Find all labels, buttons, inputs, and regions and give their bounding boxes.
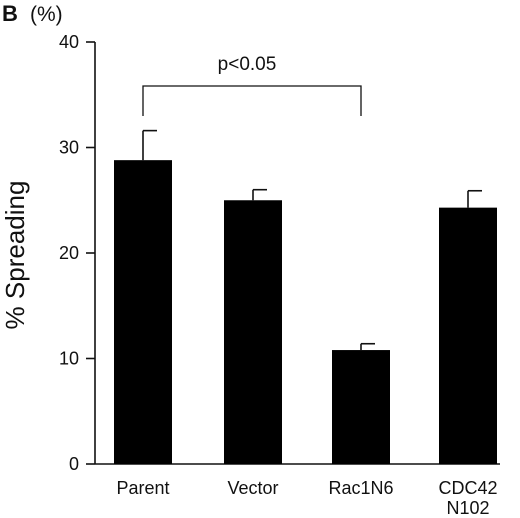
x-category-label-line2: N102 [446,498,489,518]
y-axis-title: % Spreading [0,181,30,330]
x-category-label: Parent [116,478,169,498]
y-tick-label: 10 [59,349,79,369]
y-unit-label: (%) [30,3,63,26]
bar [332,350,390,464]
panel-label: B [2,1,18,26]
y-tick-label: 40 [59,32,79,52]
y-tick-label: 30 [59,138,79,158]
y-tick-label: 0 [69,454,79,474]
y-axis: 0 10 20 30 40 [59,32,96,474]
y-tick-label: 20 [59,243,79,263]
bar [439,207,497,464]
significance-bracket: p<0.05 [142,54,362,116]
bars [114,129,497,464]
bar [224,200,282,464]
significance-label: p<0.05 [218,54,277,75]
x-category-label: Rac1N6 [328,478,393,498]
bar [114,160,172,464]
x-category-label: CDC42 [438,478,497,498]
x-category-label: Vector [227,478,278,498]
significance-line [142,85,362,116]
